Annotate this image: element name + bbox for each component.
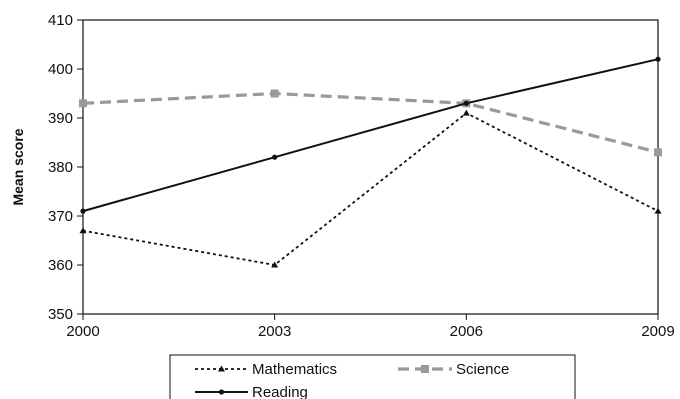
y-tick-label: 400 [48,61,73,78]
y-tick-label: 360 [48,257,73,274]
legend: Mathematics Science Reading [169,354,576,399]
y-tick-label: 350 [48,306,73,323]
data-point-reading [272,154,278,160]
data-point-science [79,99,87,108]
series-mathematics [79,109,662,268]
y-tick-label: 370 [48,208,73,225]
series-line-science [82,91,659,154]
x-tick-label: 2003 [258,323,291,340]
series-line-mathematics [82,112,659,266]
series-line-reading [82,58,659,213]
legend-label-reading: Reading [252,384,308,399]
legend-label-science: Science [456,361,509,378]
x-axis: 2000 2003 2006 2009 [66,314,675,340]
legend-marker-science [421,365,429,373]
legend-label-mathematics: Mathematics [252,361,337,378]
data-point-mathematics [462,109,470,116]
series-layer [79,56,662,268]
plot-frame [82,19,659,315]
data-point-science [654,148,662,157]
legend-marker-mathematics [218,365,225,372]
y-tick-label: 410 [48,12,73,29]
y-axis-label: Mean score [10,128,26,205]
x-tick-label: 2000 [66,323,99,340]
data-point-reading [463,100,469,106]
data-point-reading [655,56,661,62]
data-point-reading [80,208,86,214]
data-point-mathematics [271,261,279,268]
y-tick-label: 380 [48,159,73,176]
x-tick-label: 2006 [450,323,483,340]
legend-entry-science: Science [398,361,509,378]
legend-entry-reading: Reading [195,384,308,399]
data-point-mathematics [654,207,662,214]
series-science [79,89,662,157]
y-axis: 350 360 370 380 390 400 410 [48,12,83,323]
x-tick-label: 2009 [641,323,674,340]
y-tick-label: 390 [48,110,73,127]
series-reading [80,56,661,214]
legend-entry-mathematics: Mathematics [195,361,337,378]
data-point-mathematics [79,227,87,234]
legend-marker-reading [218,389,225,395]
data-point-science [270,89,279,98]
